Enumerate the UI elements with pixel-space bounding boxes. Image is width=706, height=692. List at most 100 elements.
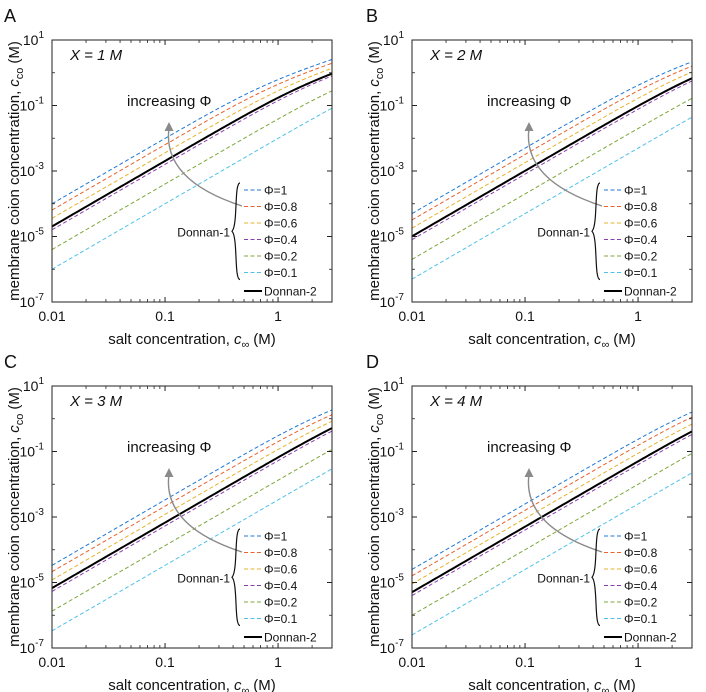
increasing-phi-annotation: increasing Φ (487, 439, 572, 456)
series-line-6 (412, 116, 692, 280)
y-tick-label: 10-7 (20, 638, 45, 656)
arrow-head-icon (164, 468, 174, 477)
panel-c: C 0.01 0.1 1 10-7 10-5 10-3 10-1 101 salt concent… (4, 352, 333, 692)
series-line-2 (412, 65, 692, 221)
param-label: X = 4 M (429, 393, 483, 410)
x-tick-label: 0.01 (398, 654, 425, 670)
donnan-1-label: Donnan-1 (177, 225, 230, 239)
legend-label: Φ=1 (624, 530, 648, 544)
plot-area (52, 59, 332, 270)
y-tick-label: 10-5 (20, 227, 45, 245)
legend-label: Φ=0.8 (264, 546, 298, 560)
y-tick-label: 10-1 (380, 96, 405, 114)
series-line-5 (52, 449, 332, 612)
series-line-7 (412, 430, 692, 594)
series-line-5 (412, 452, 692, 616)
y-axis-label: membrane coion concentration,cco(M) (366, 387, 386, 647)
series-line-2 (52, 414, 332, 573)
panel-label: B (366, 6, 378, 26)
legend-brace (231, 182, 241, 281)
y-tick-label: 10-3 (20, 161, 45, 179)
x-tick-label: 0.1 (155, 654, 175, 670)
panel-label: C (4, 352, 17, 372)
y-axis-label: membrane coion concentration,cco(M) (6, 387, 26, 647)
param-label: X = 1 M (69, 47, 123, 64)
legend-label: Φ=0.6 (264, 217, 298, 231)
series-line-4 (52, 430, 332, 592)
increasing-phi-annotation: increasing Φ (127, 439, 212, 456)
increasing-phi-annotation: increasing Φ (487, 93, 572, 110)
param-label: X = 2 M (429, 47, 483, 64)
arrow-head-icon (524, 468, 534, 477)
arrow-line (527, 127, 603, 207)
legend-label: Φ=0.4 (624, 233, 658, 247)
series-line-2 (52, 62, 332, 211)
series-line-5 (412, 97, 692, 260)
y-tick-label: 10-1 (20, 442, 45, 460)
legend-label: Donnan-2 (624, 631, 677, 645)
legend-label: Φ=1 (264, 530, 288, 544)
arrow-head-icon (524, 122, 534, 131)
y-tick-label: 101 (383, 376, 405, 394)
y-tick-label: 10-1 (380, 442, 405, 460)
legend-label: Φ=0.2 (624, 596, 658, 610)
y-tick-label: 10-3 (380, 161, 405, 179)
legend-label: Φ=1 (264, 184, 288, 198)
y-tick-label: 10-1 (20, 96, 45, 114)
series-line-6 (412, 472, 692, 636)
y-tick-label: 10-5 (380, 227, 405, 245)
arrow-line (167, 127, 243, 207)
legend-label: Donnan-2 (264, 631, 317, 645)
donnan-1-label: Donnan-1 (537, 571, 590, 585)
panel-d: D 0.01 0.1 1 10-7 10-5 10-3 10-1 101 salt concent… (366, 352, 693, 692)
legend-label: Φ=0.6 (624, 217, 658, 231)
series-line-1 (52, 59, 332, 205)
y-tick-label: 10-5 (20, 573, 45, 591)
x-tick-label: 0.01 (398, 308, 425, 324)
donnan-1-label: Donnan-1 (537, 225, 590, 239)
y-tick-label: 101 (383, 30, 405, 48)
legend-label: Φ=0.4 (264, 233, 298, 247)
series-line-3 (412, 71, 692, 229)
y-tick-label: 10-7 (20, 292, 45, 310)
y-tick-label: 101 (23, 30, 45, 48)
x-axis-label: salt concentration, c∞ (M) (108, 677, 276, 692)
series-line-3 (52, 67, 332, 219)
series-line-3 (52, 420, 332, 581)
legend-label: Φ=0.2 (264, 250, 298, 264)
legend-label: Φ=0.8 (264, 200, 298, 214)
legend-label: Φ=0.6 (624, 563, 658, 577)
y-tick-label: 10-7 (380, 638, 405, 656)
param-label: X = 3 M (69, 393, 123, 410)
y-tick-label: 10-5 (380, 573, 405, 591)
plot-area (412, 411, 692, 636)
series-line-4 (52, 75, 332, 231)
legend-label: Donnan-2 (264, 285, 317, 299)
y-tick-label: 10-7 (380, 292, 405, 310)
legend-label: Φ=1 (624, 184, 648, 198)
legend-label: Φ=0.4 (624, 579, 658, 593)
series-line-7 (52, 72, 332, 228)
increasing-phi-annotation: increasing Φ (127, 93, 212, 110)
x-tick-label: 1 (634, 654, 642, 670)
legend-label: Φ=0.8 (624, 546, 658, 560)
x-tick-label: 0.1 (155, 308, 175, 324)
x-axis-label: salt concentration, c∞ (M) (108, 331, 276, 351)
panel-label: A (4, 6, 16, 26)
legend-label: Φ=0.4 (264, 579, 298, 593)
series-line-1 (412, 411, 692, 570)
x-tick-label: 0.1 (515, 654, 535, 670)
x-tick-label: 0.01 (38, 654, 65, 670)
y-tick-label: 101 (23, 376, 45, 394)
plot-area (52, 409, 332, 632)
series-line-1 (412, 61, 692, 215)
arrow-head-icon (164, 122, 174, 131)
legend-label: Φ=0.1 (264, 266, 298, 280)
legend-brace (231, 528, 241, 627)
arrow-line (167, 473, 243, 553)
series-line-4 (412, 80, 692, 241)
series-line-6 (52, 107, 332, 270)
x-tick-label: 1 (634, 308, 642, 324)
legend-label: Φ=0.1 (624, 266, 658, 280)
